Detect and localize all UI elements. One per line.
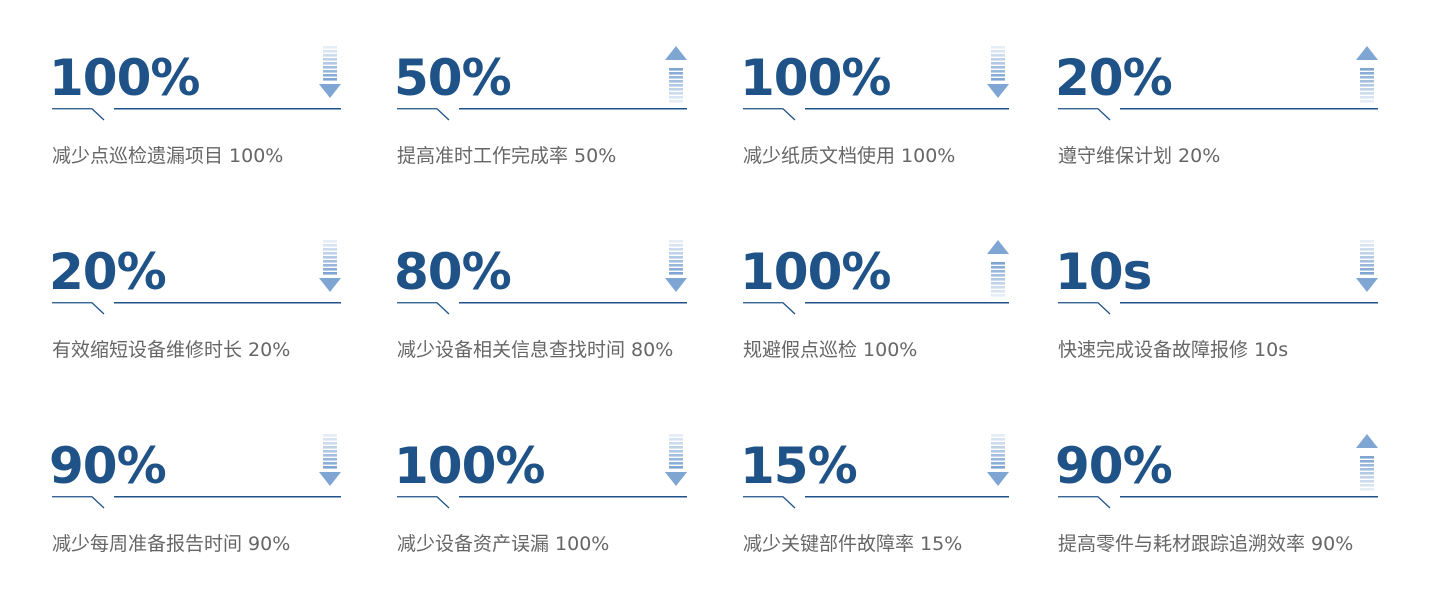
metric-card: 10s 快速完成设备故障报修 10s: [1055, 240, 1378, 382]
metric-value: 100%: [740, 49, 891, 107]
metric-value: 100%: [49, 49, 200, 107]
metric-card: 100% 减少设备资产误漏 100%: [394, 434, 687, 576]
callout-line: [52, 496, 341, 509]
metric-label: 减少每周准备报告时间 90%: [52, 533, 291, 555]
callout-line: [52, 302, 341, 315]
arrow-down-icon: [665, 240, 687, 292]
metric-value: 100%: [740, 243, 891, 301]
callout-line: [743, 302, 1009, 315]
arrow-up-icon: [987, 240, 1009, 297]
metric-value: 80%: [394, 243, 512, 301]
callout-line: [397, 108, 687, 121]
metric-card: 90% 减少每周准备报告时间 90%: [49, 434, 341, 576]
arrow-down-icon: [987, 46, 1009, 98]
metric-value: 10s: [1055, 243, 1152, 301]
arrow-down-icon: [665, 434, 687, 486]
arrow-up-icon: [1356, 46, 1378, 103]
callout-line: [1058, 302, 1378, 315]
metric-label: 提高准时工作完成率 50%: [397, 145, 617, 167]
metric-card: 20% 有效缩短设备维修时长 20%: [49, 240, 341, 382]
callout-line: [743, 496, 1009, 509]
callout-line: [1058, 496, 1378, 509]
callout-line: [743, 108, 1009, 121]
callout-line: [1058, 108, 1378, 121]
metric-label: 快速完成设备故障报修 10s: [1058, 339, 1289, 361]
metric-label: 减少设备相关信息查找时间 80%: [397, 339, 674, 361]
arrow-up-icon: [665, 46, 687, 103]
metric-label: 减少纸质文档使用 100%: [743, 145, 956, 167]
metric-value: 15%: [740, 437, 858, 495]
arrow-up-icon: [1356, 434, 1378, 491]
metric-card: 80% 减少设备相关信息查找时间 80%: [394, 240, 687, 382]
metric-value: 100%: [394, 437, 545, 495]
metric-card: 20% 遵守维保计划 20%: [1055, 46, 1378, 188]
metric-card: 100% 规避假点巡检 100%: [740, 240, 1009, 382]
metric-value: 90%: [49, 437, 167, 495]
metric-value: 20%: [49, 243, 167, 301]
arrow-down-icon: [319, 240, 341, 292]
metric-label: 规避假点巡检 100%: [743, 339, 918, 361]
metric-card: 100% 减少纸质文档使用 100%: [740, 46, 1009, 188]
metric-value: 50%: [394, 49, 512, 107]
arrow-down-icon: [319, 46, 341, 98]
metric-label: 减少点巡检遗漏项目 100%: [52, 145, 284, 167]
arrow-down-icon: [987, 434, 1009, 486]
arrow-down-icon: [1356, 240, 1378, 292]
arrow-down-icon: [319, 434, 341, 486]
callout-line: [397, 302, 687, 315]
metric-label: 减少设备资产误漏 100%: [397, 533, 610, 555]
callout-line: [397, 496, 687, 509]
metric-card: 90% 提高零件与耗材跟踪追溯效率 90%: [1055, 434, 1378, 576]
metric-value: 90%: [1055, 437, 1173, 495]
metric-card: 15% 减少关键部件故障率 15%: [740, 434, 1009, 576]
callout-line: [52, 108, 341, 121]
metric-label: 遵守维保计划 20%: [1058, 145, 1221, 167]
metric-label: 提高零件与耗材跟踪追溯效率 90%: [1058, 533, 1354, 555]
metric-label: 有效缩短设备维修时长 20%: [52, 339, 291, 361]
metric-value: 20%: [1055, 49, 1173, 107]
metric-label: 减少关键部件故障率 15%: [743, 533, 963, 555]
metric-card: 50% 提高准时工作完成率 50%: [394, 46, 687, 188]
metric-card: 100% 减少点巡检遗漏项目 100%: [49, 46, 341, 188]
